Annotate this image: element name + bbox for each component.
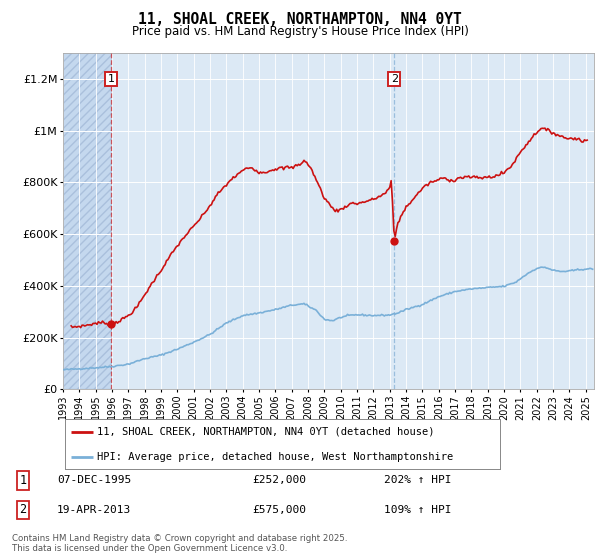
Text: £575,000: £575,000 (252, 505, 306, 515)
Text: HPI: Average price, detached house, West Northamptonshire: HPI: Average price, detached house, West… (97, 452, 454, 462)
Text: 2: 2 (19, 503, 26, 516)
Text: 1: 1 (107, 74, 115, 84)
Text: 11, SHOAL CREEK, NORTHAMPTON, NN4 0YT: 11, SHOAL CREEK, NORTHAMPTON, NN4 0YT (138, 12, 462, 27)
Text: 11, SHOAL CREEK, NORTHAMPTON, NN4 0YT (detached house): 11, SHOAL CREEK, NORTHAMPTON, NN4 0YT (d… (97, 427, 435, 437)
Text: Price paid vs. HM Land Registry's House Price Index (HPI): Price paid vs. HM Land Registry's House … (131, 25, 469, 38)
Text: 07-DEC-1995: 07-DEC-1995 (57, 475, 131, 486)
Text: 1: 1 (19, 474, 26, 487)
Text: 202% ↑ HPI: 202% ↑ HPI (384, 475, 452, 486)
Text: 109% ↑ HPI: 109% ↑ HPI (384, 505, 452, 515)
Bar (63, 53, 112, 389)
Text: 2: 2 (391, 74, 398, 84)
Text: £252,000: £252,000 (252, 475, 306, 486)
Text: Contains HM Land Registry data © Crown copyright and database right 2025.
This d: Contains HM Land Registry data © Crown c… (12, 534, 347, 553)
Text: 19-APR-2013: 19-APR-2013 (57, 505, 131, 515)
